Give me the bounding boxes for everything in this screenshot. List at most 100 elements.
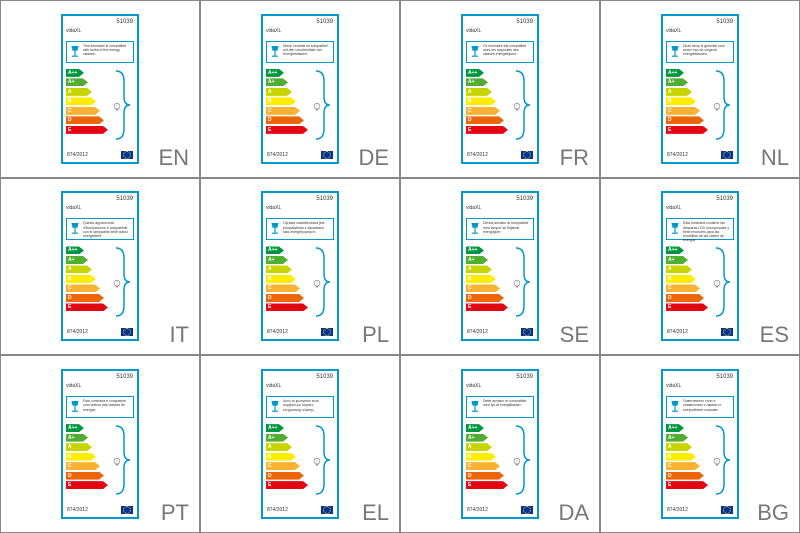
energy-bar: B: [466, 275, 508, 283]
product-code: 51039: [316, 196, 333, 202]
energy-class-letter: A+: [468, 435, 475, 441]
energy-class-letter: A++: [668, 247, 677, 253]
language-code: FR: [560, 145, 589, 171]
label-footer: 874/2012: [667, 506, 733, 514]
energy-bar: E: [66, 126, 108, 134]
energy-bar: C: [666, 107, 708, 115]
energy-bar: D: [666, 472, 708, 480]
energy-bar: B: [266, 275, 308, 283]
energy-bars-area: A++ A+ A B C D: [466, 246, 534, 318]
energy-bar: C: [66, 284, 108, 292]
energy-bar: C: [466, 107, 508, 115]
lamp-icon: [469, 44, 481, 60]
energy-class-letter: A++: [468, 425, 477, 431]
info-box: Dette armatur er kompatibel med lys af e…: [466, 396, 534, 418]
energy-bar: C: [466, 462, 508, 470]
energy-class-letter: B: [268, 454, 272, 460]
energy-bars-area: A++ A+ A B C D: [666, 246, 734, 318]
energy-class-letter: A++: [668, 70, 677, 76]
energy-class-letter: E: [668, 482, 671, 488]
energy-class-letter: E: [468, 127, 471, 133]
info-box: Esta luminária é compatível com bulbos d…: [66, 396, 134, 418]
energy-class-letter: C: [668, 108, 672, 114]
energy-class-letter: A: [468, 89, 472, 95]
product-code: 51039: [116, 19, 133, 25]
energy-bar: E: [466, 303, 508, 311]
eu-flag-icon: [121, 151, 133, 159]
energy-bars: A++ A+ A B C D: [66, 424, 108, 496]
energy-bars-area: A++ A+ A B C D: [66, 69, 134, 141]
energy-bar: A: [266, 443, 308, 451]
bulb-icon: [112, 99, 122, 109]
energy-bars: A++ A+ A B C D: [266, 69, 308, 141]
energy-class-letter: A+: [268, 79, 275, 85]
energy-label: vidaXL 51039 Oprawa oświetleniowa jest k…: [261, 191, 339, 341]
brand-name: vidaXL: [466, 205, 481, 211]
eu-flag-icon: [721, 151, 733, 159]
energy-class-letter: B: [468, 276, 472, 282]
language-code: BG: [757, 500, 789, 526]
energy-bar: D: [66, 472, 108, 480]
energy-class-letter: A+: [668, 79, 675, 85]
regulation-text: 874/2012: [267, 152, 288, 158]
energy-bar: A+: [666, 256, 708, 264]
energy-bar: A: [266, 88, 308, 96]
energy-bar: E: [66, 303, 108, 311]
info-box: Diese Leuchte ist kompatibel mit den Leu…: [266, 41, 334, 63]
energy-bar: D: [466, 294, 508, 302]
regulation-text: 874/2012: [67, 152, 88, 158]
energy-class-letter: D: [68, 295, 72, 301]
language-code: IT: [169, 322, 189, 348]
energy-bar: E: [666, 126, 708, 134]
eu-flag-icon: [121, 328, 133, 336]
compatibility-text: Deze lamp is geschikt voor peren van de …: [683, 44, 731, 57]
energy-bar: A++: [466, 424, 508, 432]
energy-bar: B: [266, 453, 308, 461]
energy-bar: A+: [266, 78, 308, 86]
energy-bar: D: [266, 116, 308, 124]
compatibility-text: Осветително тяло е съвместимо с лампи от…: [683, 399, 731, 412]
eu-flag-icon: [521, 506, 533, 514]
language-code: PT: [161, 500, 189, 526]
energy-class-letter: D: [668, 117, 672, 123]
energy-class-letter: E: [668, 304, 671, 310]
energy-bar: E: [666, 303, 708, 311]
language-code: PL: [362, 322, 389, 348]
compatibility-text: Esta luminária é compatível com bulbos d…: [83, 399, 131, 412]
energy-label: vidaXL 51039 Diese Leuchte ist kompatibe…: [261, 14, 339, 164]
energy-class-letter: C: [68, 108, 72, 114]
brand-name: vidaXL: [466, 383, 481, 389]
eu-flag-icon: [321, 506, 333, 514]
energy-bar: A+: [266, 434, 308, 442]
energy-class-letter: D: [268, 295, 272, 301]
bulb-icon: [712, 99, 722, 109]
energy-class-letter: E: [268, 482, 271, 488]
energy-class-letter: A++: [468, 70, 477, 76]
energy-bar: B: [666, 275, 708, 283]
energy-bar: A: [666, 265, 708, 273]
label-footer: 874/2012: [467, 151, 533, 159]
energy-class-letter: C: [68, 285, 72, 291]
energy-bar: A+: [666, 434, 708, 442]
grid-cell: vidaXL 51039 Denna armatur är kompatibel…: [400, 178, 600, 356]
energy-class-letter: A+: [468, 257, 475, 263]
energy-class-letter: B: [668, 454, 672, 460]
energy-class-letter: D: [468, 117, 472, 123]
energy-bars-area: A++ A+ A B C D: [66, 424, 134, 496]
energy-class-letter: A: [668, 89, 672, 95]
energy-bars-area: A++ A+ A B C D: [266, 424, 334, 496]
energy-bar: B: [666, 97, 708, 105]
compatibility-text: Esta luminaria contiene las lámparas LED…: [683, 221, 731, 242]
compatibility-text: Dette armatur er kompatibel med lys af e…: [483, 399, 531, 407]
energy-class-letter: B: [468, 454, 472, 460]
energy-bars-area: A++ A+ A B C D: [266, 246, 334, 318]
energy-class-letter: E: [268, 127, 271, 133]
product-code: 51039: [516, 196, 533, 202]
energy-bars-area: A++ A+ A B C D: [466, 424, 534, 496]
energy-class-letter: A+: [268, 257, 275, 263]
energy-class-letter: E: [68, 304, 71, 310]
language-code: DE: [358, 145, 389, 171]
energy-bars-area: A++ A+ A B C D: [466, 69, 534, 141]
bulb-icon: [512, 99, 522, 109]
label-footer: 874/2012: [67, 506, 133, 514]
